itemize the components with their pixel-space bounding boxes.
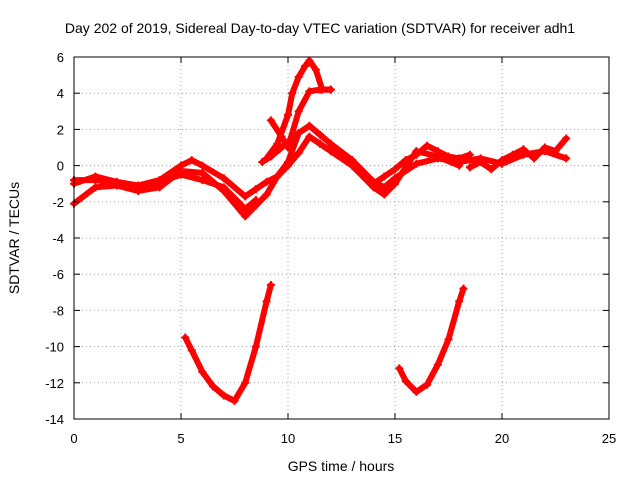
x-tick-label: 5 — [177, 431, 184, 446]
series-segment — [156, 171, 184, 185]
series-layer — [70, 56, 571, 405]
data-point — [562, 154, 571, 163]
y-tick-label: -14 — [45, 412, 64, 427]
x-tick-label: 0 — [70, 431, 77, 446]
y-tick-label: -12 — [45, 376, 64, 391]
series-segment — [231, 379, 249, 404]
series-segment — [327, 148, 356, 169]
series-segment — [220, 175, 249, 200]
data-point — [284, 138, 292, 147]
series-segment — [252, 298, 270, 350]
data-point — [251, 195, 260, 204]
series-segment — [267, 117, 285, 140]
series-segment — [188, 347, 206, 375]
y-tick-label: -2 — [52, 195, 64, 210]
series-segment — [276, 139, 291, 153]
y-tick-label: 6 — [57, 50, 64, 65]
series-track-9 — [369, 141, 474, 188]
series-segment — [199, 177, 227, 191]
series-track-3 — [70, 170, 260, 214]
data-point — [562, 134, 571, 143]
y-axis-label: SDTVAR / TECUs — [6, 182, 22, 294]
series-track-6 — [258, 138, 292, 166]
series-segment — [552, 135, 570, 155]
axis-ticks: 0 5 10 15 20 25 -14 -12 -10 -8 -6 -4 -2 0 2 4 6 — [45, 50, 616, 446]
chart-title: Day 202 of 2019, Sidereal Day-to-day VTE… — [65, 20, 575, 36]
series-segment — [434, 153, 463, 169]
y-tick-label: -10 — [45, 340, 64, 355]
series-segment — [242, 343, 259, 386]
data-point — [465, 150, 474, 159]
series-segment — [199, 162, 227, 182]
x-tick-label: 10 — [281, 431, 295, 446]
data-point — [455, 161, 464, 170]
series-segment — [327, 140, 356, 164]
series-segment — [220, 184, 249, 213]
y-tick-label: -8 — [52, 303, 64, 318]
series-segment — [295, 133, 313, 156]
series-track-7 — [181, 281, 275, 405]
series-track-8 — [395, 284, 468, 396]
series-segment — [285, 130, 302, 165]
x-tick-label: 15 — [388, 431, 402, 446]
x-tick-label: 25 — [602, 431, 616, 446]
y-tick-label: 4 — [57, 86, 64, 101]
data-point — [459, 284, 468, 293]
data-point — [326, 85, 335, 94]
y-tick-label: -6 — [52, 267, 64, 282]
series-segment — [349, 157, 377, 185]
series-segment — [312, 66, 326, 93]
series-segment — [434, 336, 452, 368]
series-segment — [424, 361, 441, 388]
series-segment — [499, 151, 527, 167]
series-segment — [274, 111, 291, 147]
series-segment — [71, 184, 99, 207]
series-segment — [263, 173, 281, 198]
series-segment — [199, 368, 217, 390]
series-track-10 — [465, 134, 571, 174]
series-segment — [242, 196, 259, 213]
series-segment — [445, 298, 463, 343]
y-tick-label: 2 — [57, 122, 64, 137]
x-axis-label: GPS time / hours — [288, 458, 395, 474]
series-segment — [295, 88, 313, 115]
y-tick-label: -4 — [52, 231, 64, 246]
y-tick-label: 0 — [57, 159, 64, 174]
x-tick-label: 20 — [495, 431, 509, 446]
data-point — [266, 281, 275, 290]
